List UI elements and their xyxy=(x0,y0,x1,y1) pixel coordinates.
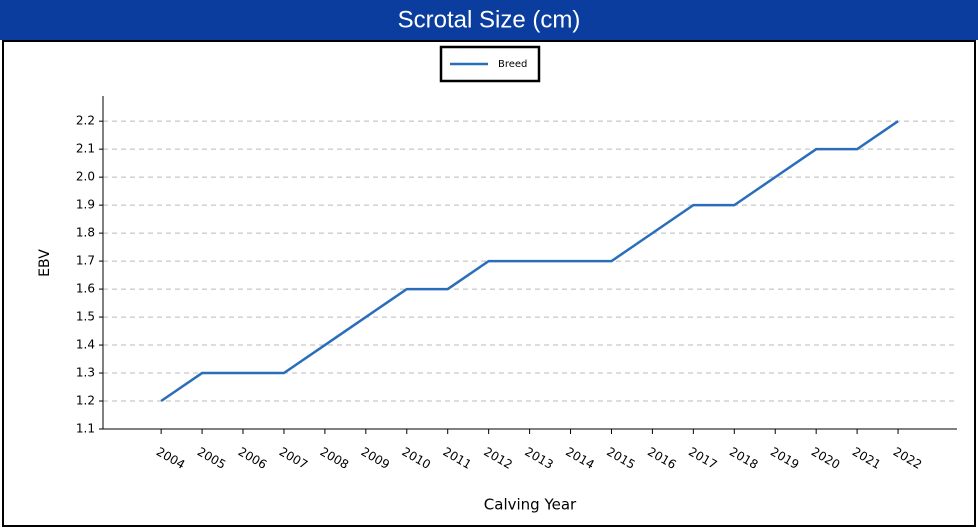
chart-frame xyxy=(2,40,976,527)
x-tick-label: 2013 xyxy=(522,445,555,472)
y-tick-label: 1.4 xyxy=(76,338,95,352)
y-tick-label: 1.7 xyxy=(76,254,95,268)
x-tick-label: 2005 xyxy=(195,445,228,472)
chart-title: Scrotal Size (cm) xyxy=(398,6,581,33)
y-tick-label: 2.2 xyxy=(76,114,95,128)
x-tick-label: 2009 xyxy=(359,445,392,472)
x-tick-label: 2008 xyxy=(318,445,351,472)
x-tick-label: 2017 xyxy=(686,445,719,472)
x-tick-label: 2011 xyxy=(440,445,473,472)
x-tick-label: 2014 xyxy=(563,445,596,472)
y-tick-label: 1.3 xyxy=(76,366,95,380)
x-tick-label: 2021 xyxy=(850,445,883,472)
x-tick-label: 2004 xyxy=(154,445,187,472)
y-tick-label: 1.5 xyxy=(76,310,95,324)
x-tick-label: 2018 xyxy=(727,445,760,472)
y-tick-label: 2.0 xyxy=(76,170,95,184)
x-tick-label: 2016 xyxy=(645,445,678,472)
data-line xyxy=(160,120,899,403)
y-tick-label: 2.1 xyxy=(76,142,95,156)
y-tick-label: 1.6 xyxy=(76,282,95,296)
y-tick-label: 1.2 xyxy=(76,394,95,408)
y-tick-label: 1.1 xyxy=(76,422,95,436)
x-tick-label: 2020 xyxy=(809,445,842,472)
x-tick-label: 2019 xyxy=(768,445,801,472)
x-tick-label: 2015 xyxy=(604,445,637,472)
title-banner xyxy=(0,0,978,40)
x-tick-label: 2012 xyxy=(481,445,514,472)
x-tick-label: 2006 xyxy=(236,445,269,472)
y-tick-label: 1.9 xyxy=(76,198,95,212)
x-tick-label: 2022 xyxy=(891,445,924,472)
legend-label: Breed xyxy=(498,59,527,70)
x-tick-label: 2010 xyxy=(400,445,433,472)
y-tick-label: 1.8 xyxy=(76,226,95,240)
x-axis-label: Calving Year xyxy=(484,496,577,514)
x-tick-label: 2007 xyxy=(277,445,310,472)
y-axis-label: EBV xyxy=(37,249,53,277)
